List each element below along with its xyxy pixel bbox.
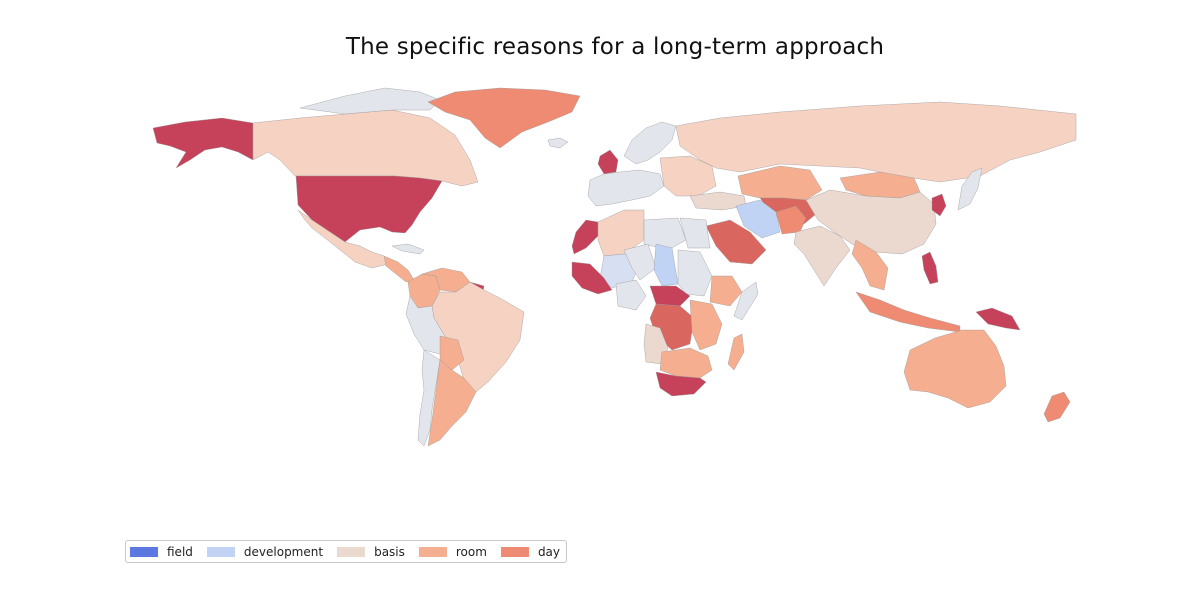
legend-swatch — [337, 546, 366, 557]
legend-label: room — [455, 544, 487, 559]
region-philippines — [921, 251, 939, 285]
region-argentina — [427, 359, 477, 447]
region-kazakhstan — [737, 165, 823, 201]
legend-swatch — [206, 546, 235, 557]
region-somalia — [733, 281, 759, 321]
legend-swatch — [500, 546, 529, 557]
region-new-zealand — [1043, 391, 1071, 423]
region-niger — [623, 243, 657, 281]
region-eastern-europe — [659, 155, 717, 197]
region-south-africa — [655, 371, 707, 397]
region-australia — [903, 329, 1007, 409]
region-libya — [643, 217, 687, 251]
region-indonesia — [855, 291, 961, 333]
region-greenland — [427, 87, 581, 149]
region-alaska — [152, 117, 254, 169]
region-western-europe — [587, 169, 665, 207]
region-china — [805, 189, 937, 255]
map-title: The specific reasons for a long-term app… — [345, 34, 885, 60]
region-scandinavia — [623, 121, 677, 165]
region-cuba — [391, 243, 425, 255]
region-madagascar — [727, 333, 745, 371]
region-east-africa — [689, 299, 723, 351]
region-chile — [417, 349, 441, 447]
region-india — [793, 225, 851, 287]
legend-label: basis — [374, 544, 405, 559]
legend-swatch — [130, 546, 158, 557]
region-canada — [252, 109, 479, 187]
region-morocco — [571, 219, 599, 255]
region-chad — [653, 243, 679, 287]
region-ethiopia — [709, 275, 743, 307]
region-iceland — [547, 137, 569, 149]
legend-item-basis: basis — [337, 545, 405, 559]
region-bolivia — [439, 335, 465, 371]
region-afghanistan — [775, 205, 807, 235]
region-algeria — [597, 209, 645, 257]
region-russia — [675, 101, 1077, 183]
region-west-africa-coast — [571, 261, 613, 295]
region-iran — [735, 199, 781, 239]
region-central-african-republic — [649, 285, 691, 307]
region-southern-africa — [659, 347, 713, 379]
legend-label: development — [243, 544, 324, 559]
region-sudan — [677, 249, 713, 297]
region-nigeria — [615, 279, 647, 311]
region-saudi-arabia — [705, 219, 767, 265]
legend-item-field: field — [130, 545, 193, 559]
region-southeast-asia — [851, 239, 889, 291]
legend-label: day — [537, 544, 561, 559]
legend-item-development: development — [206, 544, 324, 559]
region-arctic-islands — [299, 87, 441, 115]
legend-item-room: room — [418, 544, 487, 559]
region-korea — [931, 193, 947, 217]
region-japan — [957, 167, 983, 211]
legend-item-day: day — [500, 544, 561, 559]
legend-swatch — [418, 546, 447, 557]
legend: field development basis room day — [125, 540, 568, 563]
region-united-kingdom — [597, 149, 619, 175]
region-papua-new-guinea — [975, 307, 1021, 331]
region-central-america — [383, 255, 415, 283]
region-egypt — [679, 217, 711, 249]
legend-label: field — [167, 544, 193, 559]
